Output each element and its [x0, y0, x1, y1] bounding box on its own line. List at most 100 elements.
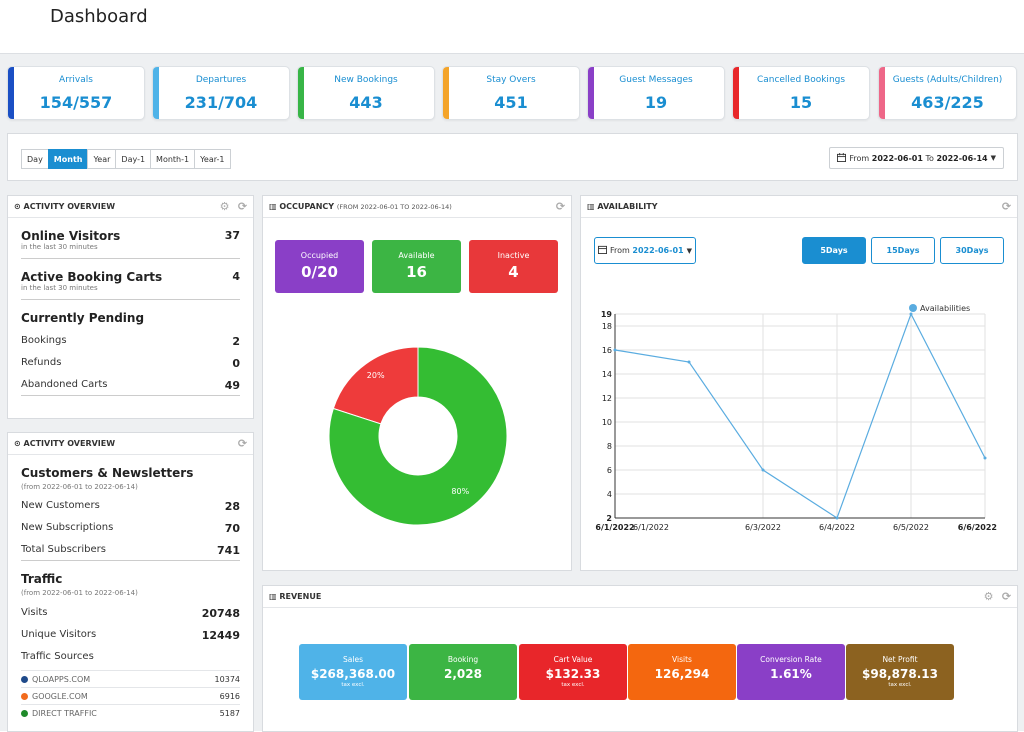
kpi-guests[interactable]: Guests (Adults/Children) 463/225	[878, 66, 1017, 120]
inactive-box[interactable]: Inactive 4	[469, 240, 558, 293]
bar-chart-icon: ▥	[269, 592, 277, 601]
activity-overview-panel: ⊙ ACTIVITY OVERVIEW ⚙ ⟳ Online Visitors …	[7, 195, 254, 419]
kpi-value: 154/557	[39, 93, 113, 112]
kpi-label: Arrivals	[59, 75, 93, 85]
period-day-button[interactable]: Day	[21, 149, 49, 169]
revenue-card-net-profit[interactable]: Net Profit $98,878.13 tax excl.	[846, 644, 954, 700]
kpi-new-bookings[interactable]: New Bookings 443	[297, 66, 435, 120]
y-tick-label: 12	[602, 394, 612, 403]
data-point[interactable]	[835, 516, 839, 520]
panel-title: AVAILABILITY	[597, 202, 658, 211]
kpi-label: Cancelled Bookings	[756, 75, 846, 85]
refresh-icon[interactable]: ⟳	[555, 200, 566, 213]
refresh-icon[interactable]: ⟳	[1001, 200, 1012, 213]
from-date: 2022-06-01	[632, 246, 684, 255]
legend-marker	[909, 304, 917, 312]
customer-stat-value: 741	[217, 544, 240, 557]
x-tick-label: 6/1/2022	[595, 523, 634, 532]
kpi-color-bar	[879, 67, 885, 119]
pending-value: 0	[232, 357, 240, 370]
x-tick-label: 6/6/2022	[958, 523, 997, 532]
availability-date-picker[interactable]: From 2022-06-01 ▼	[594, 237, 696, 264]
kpi-guest-messages[interactable]: Guest Messages 19	[587, 66, 725, 120]
rev-label: Conversion Rate	[760, 655, 822, 664]
revenue-card-sales[interactable]: Sales $268,368.00 tax excl.	[299, 644, 407, 700]
pending-bookings-row: Bookings 2	[21, 335, 240, 348]
clock-icon: ⊙	[14, 202, 21, 211]
revenue-card-visits[interactable]: Visits 126,294	[628, 644, 736, 700]
data-point[interactable]	[613, 348, 617, 352]
bar-chart-icon: ▥	[587, 202, 595, 211]
date-from-value: 2022-06-01	[871, 153, 923, 163]
unique-visitors-row: Unique Visitors 12449	[21, 629, 240, 642]
kpi-value: 231/704	[184, 93, 258, 112]
period-month-button[interactable]: Month	[47, 149, 89, 169]
x-tick-label: 6/4/2022	[819, 523, 855, 532]
period-year-button[interactable]: Year	[87, 149, 117, 169]
range-15days-button[interactable]: 15Days	[871, 237, 935, 264]
source-value: 6916	[219, 692, 240, 701]
data-point[interactable]	[983, 456, 987, 460]
customer-stat-label: Total Subscribers	[21, 544, 106, 555]
calendar-icon	[837, 152, 847, 164]
refresh-icon[interactable]: ⟳	[237, 437, 248, 450]
series-line-availabilities	[614, 312, 986, 519]
panel-title: ACTIVITY OVERVIEW	[23, 202, 116, 211]
kpi-departures[interactable]: Departures 231/704	[152, 66, 290, 120]
kpi-arrivals[interactable]: Arrivals 154/557	[7, 66, 145, 120]
gear-icon[interactable]: ⚙	[219, 200, 230, 213]
traffic-sources-title: Traffic Sources	[21, 651, 94, 662]
rev-value: 2,028	[444, 667, 482, 681]
available-box[interactable]: Available 16	[372, 240, 461, 293]
occ-value: 4	[508, 263, 519, 281]
caret-down-icon: ▼	[990, 154, 996, 162]
revenue-card-cart-value[interactable]: Cart Value $132.33 tax excl.	[519, 644, 627, 700]
caret-down-icon: ▼	[686, 246, 692, 255]
date-range-picker[interactable]: From 2022-06-01 To 2022-06-14 ▼	[829, 147, 1004, 169]
traffic-source-row[interactable]: GOOGLE.COM 6916	[21, 687, 240, 704]
customer-stat-value: 28	[224, 500, 240, 513]
gear-icon[interactable]: ⚙	[983, 590, 994, 603]
refresh-icon[interactable]: ⟳	[1001, 590, 1012, 603]
data-point[interactable]	[761, 468, 765, 472]
source-label: QLOAPPS.COM	[32, 675, 91, 684]
rev-label: Sales	[343, 655, 363, 664]
occ-label: Occupied	[300, 251, 339, 260]
page-title: Dashboard	[50, 6, 148, 27]
revenue-card-booking[interactable]: Booking 2,028	[409, 644, 517, 700]
source-dot	[21, 693, 28, 700]
panel-header: ▥ REVENUE ⚙ ⟳	[263, 586, 1017, 608]
donut-slice-label: 20%	[367, 371, 385, 380]
period-day-1-button[interactable]: Day-1	[115, 149, 152, 169]
period-year-1-button[interactable]: Year-1	[194, 149, 231, 169]
kpi-color-bar	[443, 67, 449, 119]
donut-slice-label: 80%	[451, 487, 469, 496]
range-30days-button[interactable]: 30Days	[940, 237, 1004, 264]
y-tick-label: 6	[607, 466, 612, 475]
refresh-icon[interactable]: ⟳	[237, 200, 248, 213]
traffic-source-row[interactable]: DIRECT TRAFFIC 5187	[21, 704, 240, 721]
customers-title: Customers & Newsletters	[21, 466, 194, 480]
y-tick-label: 14	[602, 370, 612, 379]
range-5days-button[interactable]: 5Days	[802, 237, 866, 264]
traffic-stat-label: Unique Visitors	[21, 629, 97, 640]
period-month-1-button[interactable]: Month-1	[150, 149, 196, 169]
pending-refunds-row: Refunds 0	[21, 357, 240, 370]
traffic-source-row[interactable]: QLOAPPS.COM 10374	[21, 670, 240, 687]
donut-slice-available[interactable]	[328, 346, 508, 526]
divider	[21, 258, 240, 259]
data-point[interactable]	[687, 360, 691, 364]
clock-icon: ⊙	[14, 439, 21, 448]
kpi-stay-overs[interactable]: Stay Overs 451	[442, 66, 580, 120]
panel-header: ⊙ ACTIVITY OVERVIEW ⚙ ⟳	[8, 196, 253, 218]
revenue-card-conversion-rate[interactable]: Conversion Rate 1.61%	[737, 644, 845, 700]
customer-stat-label: New Subscriptions	[21, 522, 114, 533]
data-point[interactable]	[909, 312, 913, 316]
panel-title: REVENUE	[279, 592, 322, 601]
occupied-box[interactable]: Occupied 0/20	[275, 240, 364, 293]
customers-sub: (from 2022-06-01 to 2022-06-14)	[21, 483, 138, 491]
y-tick-label: 10	[602, 418, 612, 427]
donut-slice-inactive[interactable]	[332, 346, 419, 425]
source-label: GOOGLE.COM	[32, 692, 88, 701]
kpi-cancelled-bookings[interactable]: Cancelled Bookings 15	[732, 66, 870, 120]
